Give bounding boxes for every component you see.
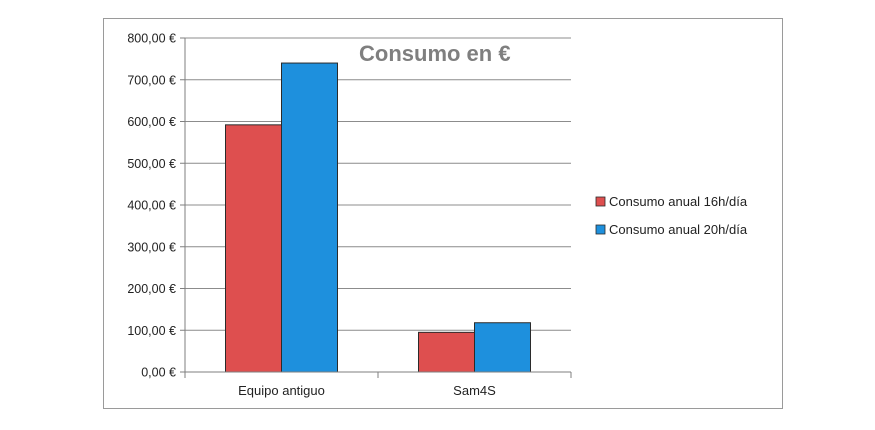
bar [474, 322, 531, 373]
y-tick-label: 400,00 € [127, 199, 176, 213]
x-category-labels: Equipo antiguo Sam4S [238, 383, 496, 398]
chart-title: Consumo en € [359, 41, 511, 66]
y-tick-label: 100,00 € [127, 324, 176, 338]
bar [418, 331, 475, 373]
y-tick-label: 700,00 € [127, 73, 176, 87]
y-tick-label: 800,00 € [127, 32, 176, 46]
legend-label: Consumo anual 20h/día [609, 222, 748, 237]
y-tick-label: 300,00 € [127, 240, 176, 254]
y-tick-label: 0,00 € [141, 366, 176, 380]
x-category-label: Sam4S [453, 383, 496, 398]
y-tick-label: 200,00 € [127, 282, 176, 296]
bar [225, 124, 282, 373]
legend: Consumo anual 16h/día Consumo anual 20h/d… [595, 194, 748, 237]
axes [180, 37, 572, 378]
y-tick-label: 600,00 € [127, 115, 176, 129]
bar [281, 62, 338, 373]
legend-swatch [595, 224, 606, 235]
y-tick-label: 500,00 € [127, 157, 176, 171]
bars [225, 62, 531, 373]
y-tick-labels: 0,00 € 100,00 € 200,00 € 300,00 € 400,00 € 50… [127, 32, 176, 380]
x-category-label: Equipo antiguo [238, 383, 325, 398]
chart-frame: 0,00 € 100,00 € 200,00 € 300,00 € 400,00 € 50… [103, 18, 783, 409]
legend-label: Consumo anual 16h/día [609, 194, 748, 209]
bar-chart: 0,00 € 100,00 € 200,00 € 300,00 € 400,00 € 50… [127, 32, 748, 399]
legend-swatch [595, 196, 606, 207]
